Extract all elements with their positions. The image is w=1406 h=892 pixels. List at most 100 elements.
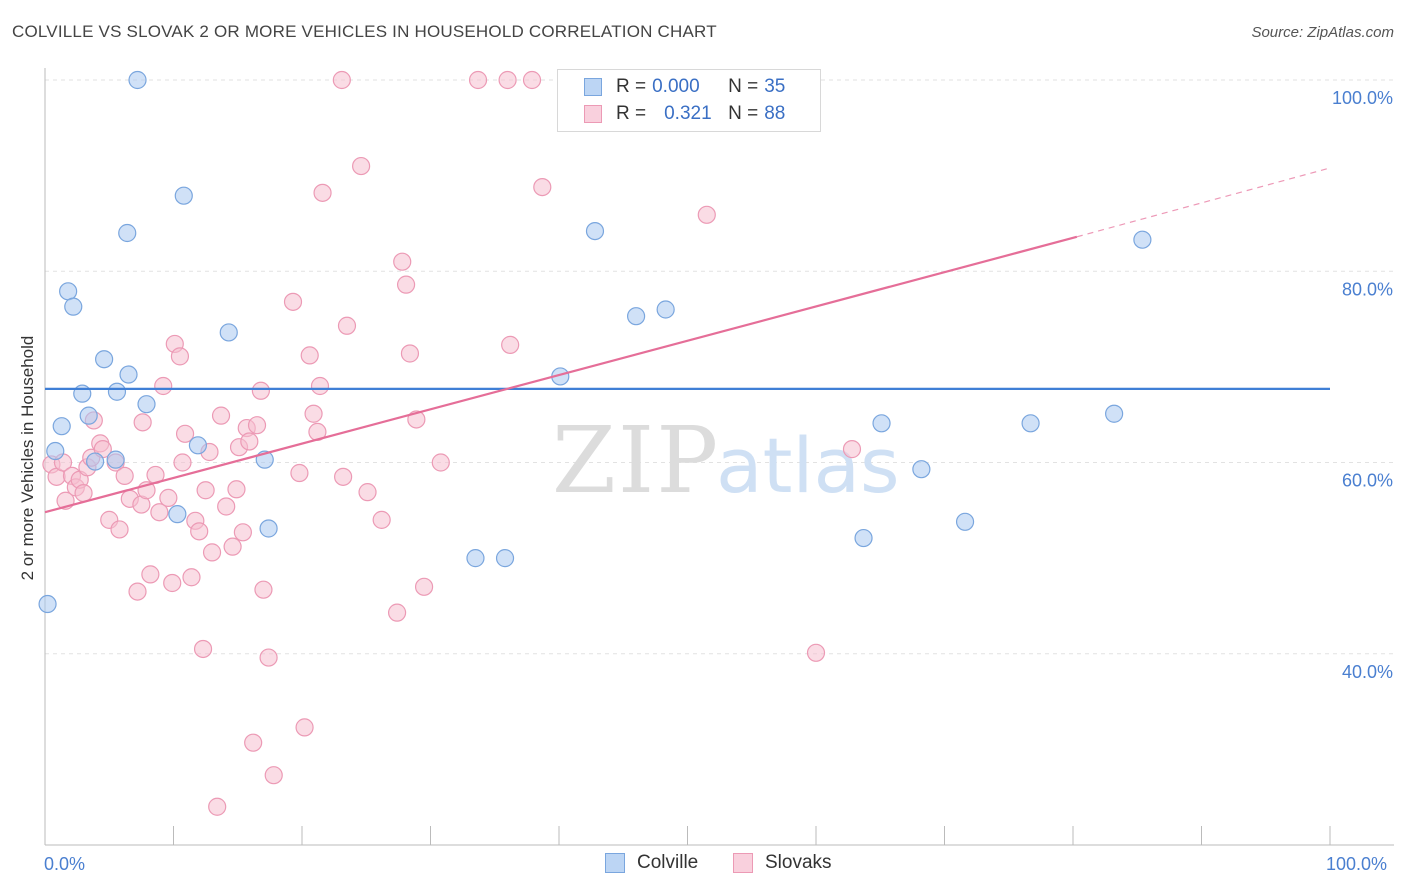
colville-point-5 [73,384,92,403]
colville-point-26 [656,300,675,319]
chart-title: COLVILLE VS SLOVAK 2 OR MORE VEHICLES IN… [12,22,717,41]
slovaks-point-41 [217,497,236,516]
colville-n-value: 35 [764,76,786,97]
slovaks-n-value: 88 [764,103,786,124]
colville-r-label: R = [616,76,647,97]
slovaks-point-67 [387,603,407,622]
colville-point-14 [137,395,156,414]
slovaks-point-72 [414,577,434,596]
colville-point-21 [466,549,485,568]
colville-point-7 [86,452,105,471]
slovaks-point-43 [227,480,246,499]
x-ticks [44,826,1331,845]
colville-point-15 [168,505,187,524]
slovaks-point-64 [352,156,371,176]
slovaks-point-69 [396,275,416,294]
legend-colville-swatch [605,853,625,873]
slovaks-point-58 [304,404,323,423]
slovaks-point-32 [182,568,201,587]
slovaks-point-24 [150,503,169,522]
slovaks-point-77 [806,643,826,662]
colville-point-4 [64,297,83,316]
slovaks-point-76 [697,205,716,224]
y-tick-label-80: 80.0% [1342,279,1393,299]
slovaks-point-38 [202,543,222,562]
legend-colville-label: Colville [637,852,699,873]
colville-point-34 [1133,230,1152,249]
slovaks-point-56 [295,718,314,737]
y-tick-label-100: 100.0% [1332,88,1393,108]
slovaks-point-78 [842,440,862,459]
colville-n-label: N = [728,76,759,97]
colville-point-6 [79,406,98,425]
slovaks-trend-extension [1076,167,1331,238]
legend-item-slovaks: Slovaks [733,852,832,874]
slovaks-point-61 [313,183,332,202]
slovaks-point-57 [300,346,319,365]
slovaks-point-20 [133,413,152,432]
slovaks-point-47 [240,432,259,451]
slovaks-r-value: 0.321 [664,103,712,124]
slovaks-point-42 [223,537,242,556]
slovaks-point-27 [163,573,182,593]
slovaks-point-26 [159,488,178,507]
slovaks-point-36 [196,481,215,500]
colville-point-24 [585,221,605,241]
gridlines [45,79,1394,655]
x-tick-label-min: 0.0% [44,854,85,874]
x-tick-label-max: 100.0% [1326,854,1387,874]
colville-point-25 [626,307,646,326]
colville-point-2 [52,417,71,436]
slovaks-point-54 [283,292,303,311]
slovaks-point-18 [128,582,147,601]
slovaks-point-25 [154,376,173,396]
trend-lines [44,167,1331,514]
slovaks-point-45 [233,523,252,542]
colville-point-17 [188,436,208,455]
slovaks-point-39 [208,797,227,816]
colville-point-16 [174,186,193,205]
slovaks-point-75 [533,178,552,197]
colville-point-32 [1021,414,1040,433]
slovaks-point-66 [372,510,391,529]
slovaks-point-40 [211,406,231,425]
colville-point-31 [955,512,975,531]
colville-point-10 [107,382,127,401]
y-tick-label-60: 60.0% [1342,471,1393,491]
legend-row-colville: R = 0.000 N = 35 [584,75,785,99]
slovaks-point-73 [431,453,450,472]
colville-point-22 [495,549,515,568]
slovaks-point-70 [400,344,420,363]
slovaks-point-49 [247,416,267,435]
slovaks-point-81 [522,70,542,90]
legend-slovaks-swatch [733,853,753,873]
slovaks-point-80 [332,70,351,90]
slovaks-point-35 [193,639,213,659]
x-tick-labels: 0.0% 100.0% [44,854,1387,874]
slovaks-point-29 [170,347,190,366]
colville-point-30 [912,460,931,479]
slovaks-point-62 [334,467,353,486]
colville-point-18 [219,323,238,342]
slovaks-point-60 [310,376,330,396]
legend-slovaks-label: Slovaks [765,852,832,873]
slovaks-point-22 [141,565,160,584]
colville-point-12 [118,223,137,243]
slovaks-point-34 [190,522,209,541]
colville-point-28 [854,528,873,548]
slovaks-point-7 [74,484,93,503]
colville-point-20 [259,519,278,538]
source-label: Source: ZipAtlas.com [1251,24,1394,41]
slovaks-point-53 [264,766,283,785]
legend-item-colville: Colville [605,852,698,874]
slovaks-swatch [584,105,602,123]
slovaks-point-50 [251,381,270,400]
slovaks-point-63 [337,316,357,335]
colville-point-3 [59,282,78,301]
watermark: ZIP atlas [552,407,900,514]
watermark-atlas: atlas [716,421,900,510]
slovaks-point-74 [501,335,520,354]
slovaks-point-65 [358,483,377,502]
correlation-legend: R = 0.000 N = 35 R = 0.321 N = 88 [557,69,821,132]
colville-point-13 [128,70,147,90]
